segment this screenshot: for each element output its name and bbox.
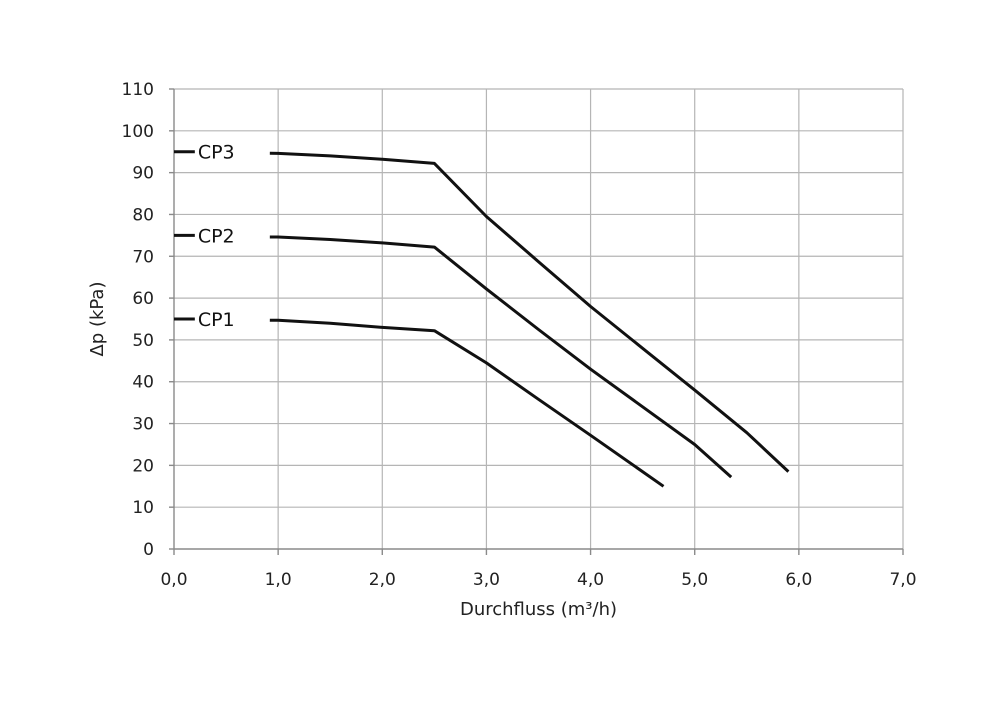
series-label-cp3: CP3 [198, 142, 235, 164]
x-tick-label: 2,0 [369, 570, 396, 590]
y-tick-label: 90 [132, 164, 154, 184]
y-tick-label: 10 [132, 498, 154, 518]
x-tick-label: 6,0 [785, 570, 812, 590]
y-tick-labels: 0 10 20 30 40 50 60 70 80 90 100 110 [122, 80, 154, 560]
y-axis-title: Δp (kPa) [87, 281, 108, 356]
series-label-cp2: CP2 [198, 225, 235, 247]
x-tick-label: 5,0 [681, 570, 708, 590]
series-label-cp1: CP1 [198, 309, 235, 331]
y-tick-label: 20 [132, 456, 154, 476]
series-line-cp1 [269, 318, 665, 488]
y-tick-label: 80 [132, 205, 154, 225]
x-tick-label: 1,0 [265, 570, 292, 590]
y-tick-label: 40 [132, 373, 154, 393]
x-axis-title: Durchfluss (m³/h) [460, 599, 617, 620]
grid [174, 88, 904, 549]
y-tick-label: 30 [132, 415, 154, 435]
x-tick-label: 0,0 [160, 570, 187, 590]
y-tick-label: 100 [122, 122, 154, 142]
y-tick-label: 110 [122, 80, 154, 100]
series-lines [269, 151, 790, 488]
y-tick-label: 60 [132, 289, 154, 309]
series-line-cp3 [269, 151, 790, 473]
x-tick-label: 3,0 [473, 570, 500, 590]
series-labels: CP1 CP2 CP3 [174, 142, 235, 331]
x-tick-label: 7,0 [889, 570, 916, 590]
y-tick-label: 0 [143, 540, 154, 560]
y-tick-label: 70 [132, 247, 154, 267]
axes [169, 88, 904, 555]
x-tick-labels: 0,0 1,0 2,0 3,0 4,0 5,0 6,0 7,0 [160, 570, 916, 590]
series-line-cp2 [269, 235, 733, 479]
y-tick-label: 50 [132, 331, 154, 351]
x-tick-label: 4,0 [577, 570, 604, 590]
